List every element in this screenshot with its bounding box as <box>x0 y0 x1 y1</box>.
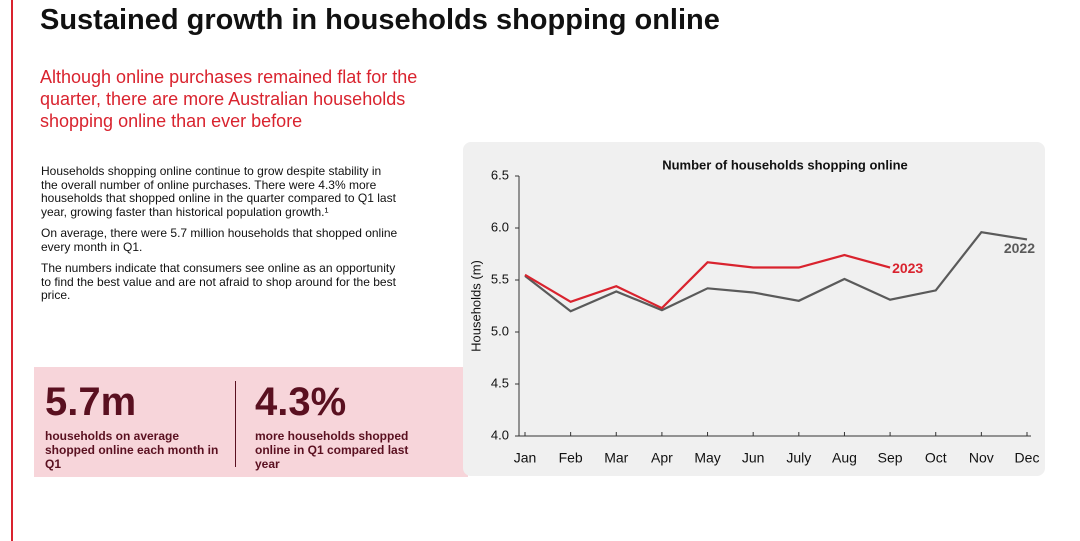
x-tick-label: Dec <box>1015 450 1040 466</box>
x-tick-label: Mar <box>604 450 628 466</box>
divider <box>235 381 236 467</box>
y-tick-label: 4.0 <box>491 427 509 442</box>
stat: 5.7m households on average shopped onlin… <box>45 379 225 471</box>
stat-label: more households shopped online in Q1 com… <box>255 429 409 471</box>
chart-title: Number of households shopping online <box>662 157 908 172</box>
y-axis-label: Households (m) <box>468 260 483 352</box>
series-line <box>524 230 1028 313</box>
accent-rule <box>11 0 13 541</box>
x-tick-label: Sep <box>878 450 903 466</box>
x-tick-label: Nov <box>969 450 994 466</box>
x-tick-label: Aug <box>832 450 857 466</box>
y-tick-label: 5.5 <box>491 271 509 286</box>
y-tick-label: 6.0 <box>491 219 509 234</box>
stat-value: 4.3% <box>255 380 347 424</box>
x-tick-label: May <box>694 450 720 466</box>
paragraph: The numbers indicate that consumers see … <box>41 261 396 302</box>
x-tick-label: Jan <box>514 450 537 466</box>
stat-value: 5.7m <box>45 380 137 424</box>
x-tick-label: July <box>786 450 811 466</box>
x-tick-label: Apr <box>651 450 673 466</box>
page-title: Sustained growth in households shopping … <box>40 4 720 36</box>
series-label: 2022 <box>1004 240 1035 256</box>
y-tick-label: 5.0 <box>491 323 509 338</box>
chart: Number of households shopping online Hou… <box>468 157 1040 466</box>
stat: 4.3% more households shopped online in Q… <box>255 379 430 471</box>
body-text: Households shopping online continue to g… <box>41 164 401 311</box>
x-tick-label: Feb <box>559 450 583 466</box>
stat-label: households on average shopped online eac… <box>45 429 219 471</box>
stats-box: 5.7m households on average shopped onlin… <box>34 367 468 477</box>
y-tick-label: 6.5 <box>491 167 509 182</box>
series-line <box>524 253 891 310</box>
x-tick-label: Jun <box>742 450 765 466</box>
series-label: 2023 <box>892 260 923 276</box>
paragraph: On average, there were 5.7 million house… <box>41 226 398 254</box>
paragraph: Households shopping online continue to g… <box>41 164 396 219</box>
x-tick-label: Oct <box>925 450 947 466</box>
subtitle: Although online purchases remained flat … <box>40 67 418 131</box>
chart-panel: Number of households shopping online Hou… <box>463 142 1045 476</box>
y-tick-label: 4.5 <box>491 375 509 390</box>
